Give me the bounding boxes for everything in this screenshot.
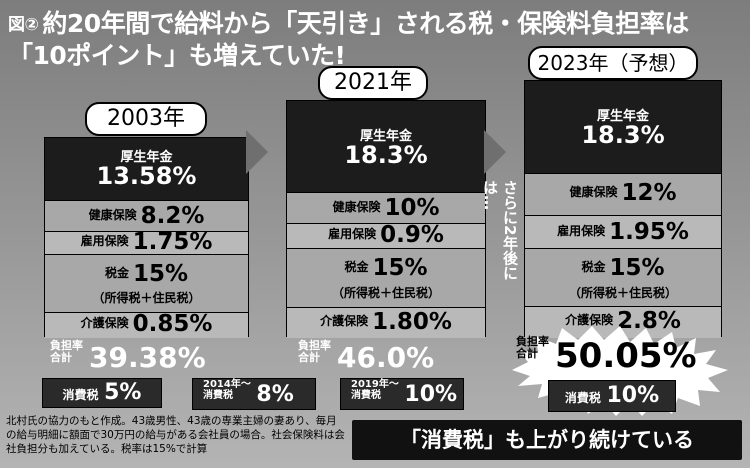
consumption-tax-box-2003: 消費税 5% bbox=[42, 378, 162, 408]
care-segment: 介護保険 0.85% bbox=[45, 311, 248, 338]
consumption-tax-box-2019: 2019年〜 消費税 10% bbox=[340, 378, 464, 410]
side-note: さらに2年後には… bbox=[481, 180, 519, 281]
ctax-value: 10% bbox=[404, 382, 458, 407]
column-2023: 厚生年金 18.3% 健康保険 12% 雇用保険 1.95% 税金 15% （所得税＋… bbox=[524, 80, 722, 338]
health-segment: 健康保険 12% bbox=[525, 174, 721, 216]
employment-segment: 雇用保険 1.75% bbox=[45, 229, 248, 255]
employment-value: 1.75% bbox=[132, 229, 213, 255]
tax-segment: 税金 15% （所得税＋住民税） bbox=[525, 249, 721, 307]
footnote: 北村氏の協力のもと作成。43歳男性、43歳の専業主婦の妻あり、毎月の給与明細に額… bbox=[6, 415, 345, 455]
ctax-value: 8% bbox=[256, 382, 294, 407]
employment-segment: 雇用保険 0.9% bbox=[287, 222, 485, 249]
care-segment: 介護保険 2.8% bbox=[525, 307, 721, 338]
pension-value: 18.3% bbox=[581, 121, 665, 149]
banner: 「消費税」も上がり続けている bbox=[352, 420, 742, 460]
care-value: 1.80% bbox=[372, 309, 452, 335]
tax-segment: 税金 15% （所得税＋住民税） bbox=[45, 255, 248, 313]
health-segment: 健康保険 10% bbox=[287, 193, 485, 224]
title-block: 図② 約20年間で給料から「天引き」される税・保険料負担率は 「10ポイント」も増… bbox=[0, 0, 750, 72]
total-value: 39.38% bbox=[89, 341, 206, 374]
title-line-2: 「10ポイント」も増えていた! bbox=[8, 41, 346, 70]
column-2003: 厚生年金 13.58% 健康保険 8.2% 雇用保険 1.75% 税金 15% （所得… bbox=[44, 137, 249, 338]
health-segment: 健康保険 8.2% bbox=[45, 201, 248, 232]
tax-value: 15% bbox=[372, 255, 428, 281]
total-value: 46.0% bbox=[337, 341, 435, 374]
tax-value: 15% bbox=[609, 255, 665, 281]
pension-segment: 厚生年金 13.58% bbox=[45, 138, 248, 201]
pension-segment: 厚生年金 18.3% bbox=[287, 101, 485, 193]
column-2021: 厚生年金 18.3% 健康保険 10% 雇用保険 0.9% 税金 15% （所得税＋住… bbox=[286, 100, 486, 338]
care-segment: 介護保険 1.80% bbox=[287, 308, 485, 338]
pension-value: 18.3% bbox=[344, 141, 428, 169]
year-label-2003: 2003年 bbox=[85, 102, 207, 136]
tax-segment: 税金 15% （所得税＋住民税） bbox=[287, 249, 485, 308]
pension-value: 13.58% bbox=[96, 162, 197, 190]
consumption-tax-box-2014: 2014年〜 消費税 8% bbox=[192, 378, 316, 410]
consumption-tax-box-2023: 消費税 10% bbox=[548, 380, 676, 412]
tax-value: 15% bbox=[132, 261, 189, 287]
employment-segment: 雇用保険 1.95% bbox=[525, 216, 721, 249]
care-value: 2.8% bbox=[617, 308, 681, 334]
pension-segment: 厚生年金 18.3% bbox=[525, 81, 721, 174]
health-value: 8.2% bbox=[140, 203, 205, 229]
arrow-right-icon bbox=[246, 130, 268, 174]
health-value: 12% bbox=[621, 180, 677, 206]
year-label-2023: 2023年（予想） bbox=[528, 46, 698, 80]
ctax-value: 5% bbox=[104, 380, 142, 405]
ctax-value: 10% bbox=[606, 383, 660, 408]
total-2003: 負担率 合計 39.38% bbox=[50, 339, 206, 375]
employment-value: 1.95% bbox=[609, 219, 689, 245]
employment-value: 0.9% bbox=[380, 222, 444, 248]
care-value: 0.85% bbox=[132, 311, 213, 337]
total-value: 50.05% bbox=[555, 336, 697, 376]
title-line-1: 図② 約20年間で給料から「天引き」される税・保険料負担率は bbox=[8, 9, 689, 38]
arrow-right-icon bbox=[484, 130, 506, 174]
health-value: 10% bbox=[384, 195, 440, 221]
year-label-2021: 2021年 bbox=[318, 66, 428, 100]
figure-label: 図② bbox=[8, 15, 39, 35]
total-2023: 負担率 合計 50.05% bbox=[516, 335, 697, 377]
total-2021: 負担率 合計 46.0% bbox=[298, 339, 435, 375]
